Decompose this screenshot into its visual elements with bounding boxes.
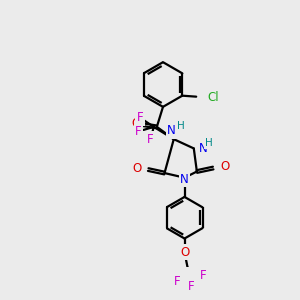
Text: F: F bbox=[173, 275, 180, 288]
Text: F: F bbox=[135, 125, 142, 138]
Text: H: H bbox=[177, 121, 184, 131]
Text: N: N bbox=[167, 124, 176, 137]
Text: F: F bbox=[188, 280, 194, 293]
Text: F: F bbox=[147, 133, 154, 146]
Text: F: F bbox=[200, 269, 206, 282]
Text: N: N bbox=[180, 173, 189, 186]
Text: H: H bbox=[205, 138, 212, 148]
Text: N: N bbox=[199, 142, 208, 155]
Text: F: F bbox=[136, 111, 143, 124]
Text: O: O bbox=[131, 117, 141, 130]
Text: O: O bbox=[180, 246, 189, 259]
Text: O: O bbox=[220, 160, 229, 173]
Text: O: O bbox=[132, 162, 141, 175]
Text: Cl: Cl bbox=[207, 91, 219, 104]
